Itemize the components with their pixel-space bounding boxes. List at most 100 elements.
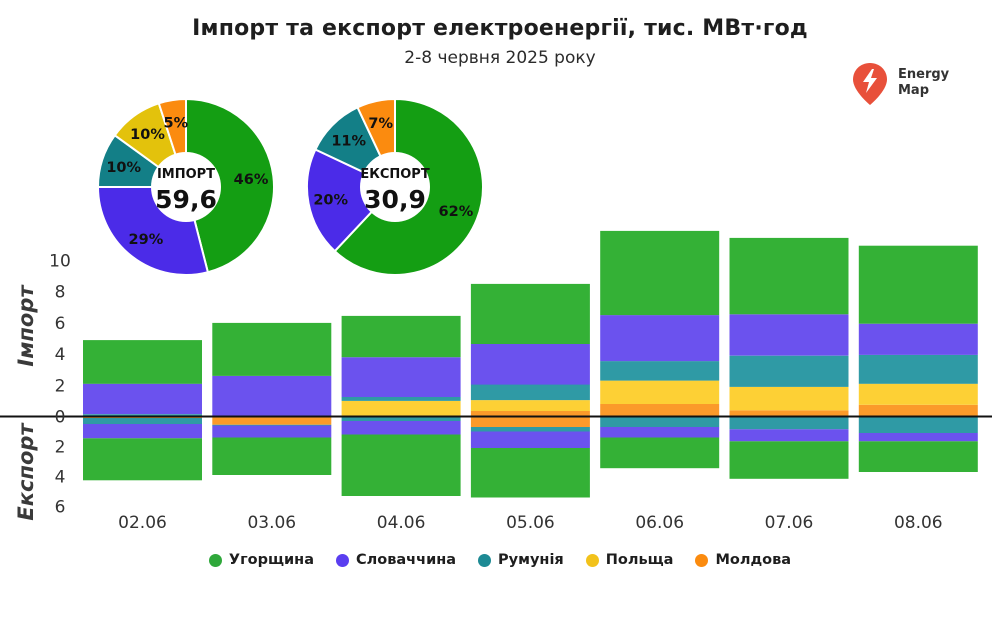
x-tick-label: 03.06 bbox=[247, 513, 296, 533]
pie-slice-label: 46% bbox=[234, 172, 269, 188]
import-bar-segment bbox=[729, 314, 849, 356]
legend-label: Словаччина bbox=[355, 552, 457, 568]
legend-swatch bbox=[208, 553, 222, 567]
export-bar-segment bbox=[83, 438, 202, 481]
export-bar-segment bbox=[212, 425, 332, 438]
energy-map-logo: Energy Map bbox=[852, 62, 962, 110]
chart-subtitle: 2-8 червня 2025 року bbox=[404, 48, 596, 68]
export-bar-segment bbox=[600, 427, 720, 438]
import-bar-segment bbox=[470, 384, 590, 401]
y-tick-label: 10 bbox=[49, 252, 71, 272]
legend-swatch bbox=[478, 553, 492, 567]
x-tick-label: 08.06 bbox=[894, 513, 943, 533]
y-tick-label: 0 bbox=[55, 408, 66, 428]
pie-center-value: 59,6 bbox=[155, 185, 217, 214]
x-tick-label: 04.06 bbox=[377, 513, 426, 533]
import-bar-segment bbox=[729, 386, 849, 411]
export-bar-segment bbox=[212, 416, 332, 425]
stacked-bars bbox=[83, 230, 978, 498]
import-bar-segment bbox=[212, 322, 332, 376]
pie-center-hole bbox=[360, 152, 430, 222]
export-bar-segment bbox=[858, 416, 978, 433]
export-bar-segment bbox=[729, 441, 849, 479]
import-bar-segment bbox=[858, 404, 978, 417]
import-bar-segment bbox=[470, 400, 590, 411]
y-tick-label: 6 bbox=[55, 498, 66, 518]
import-bar-segment bbox=[858, 245, 978, 324]
legend-label: Молдова bbox=[715, 552, 792, 568]
import-bar-segment bbox=[341, 315, 461, 358]
import-bar-segment bbox=[341, 400, 461, 416]
export-bar-segment bbox=[212, 437, 332, 475]
y-tick-label: 4 bbox=[55, 345, 66, 365]
y-axis-label-export: Експорт bbox=[14, 422, 38, 521]
legend-item: Румунія bbox=[478, 552, 564, 568]
export-bar-segment bbox=[858, 433, 978, 442]
legend-item: Словаччина bbox=[335, 552, 457, 568]
x-tick-label: 07.06 bbox=[765, 513, 814, 533]
import-bar-segment bbox=[858, 323, 978, 355]
export-bar-segment bbox=[341, 416, 461, 421]
import-bar-segment bbox=[600, 361, 720, 381]
y-axis-label-import: Імпорт bbox=[14, 284, 38, 367]
import-bar-segment bbox=[341, 357, 461, 397]
export-bar-segment bbox=[729, 429, 849, 442]
pie-slice-label: 7% bbox=[368, 116, 393, 132]
legend-label: Румунія bbox=[498, 552, 564, 568]
export-bar-segment bbox=[212, 424, 332, 426]
import-bar-segment bbox=[83, 340, 202, 384]
legend-swatch bbox=[695, 553, 709, 567]
x-tick-label: 06.06 bbox=[635, 513, 684, 533]
legend-label: Польща bbox=[605, 552, 674, 568]
export-bar-segment bbox=[600, 437, 720, 469]
pie-center-label: ІМПОРТ bbox=[157, 167, 215, 182]
pie-slice bbox=[185, 97, 276, 274]
import-bar-segment bbox=[600, 230, 720, 316]
y-tick-label: 4 bbox=[55, 468, 66, 488]
legend-item: Польща bbox=[585, 552, 674, 568]
export-bar-segment bbox=[470, 427, 590, 432]
import-bar-segment bbox=[83, 383, 202, 415]
x-tick-label: 05.06 bbox=[506, 513, 555, 533]
import-bar-segment bbox=[729, 410, 849, 417]
import-bar-segment bbox=[858, 354, 978, 384]
chart-title: Імпорт та експорт електроенергії, тис. М… bbox=[192, 16, 808, 41]
pie-slice-label: 29% bbox=[129, 232, 164, 248]
export-bar-segment bbox=[470, 416, 590, 427]
import-bar-segment bbox=[341, 397, 461, 401]
export-bar-segment bbox=[470, 431, 590, 448]
y-tick-label: 6 bbox=[55, 314, 66, 334]
legend-swatch bbox=[585, 553, 599, 567]
pie-slice bbox=[306, 148, 397, 253]
import-bar-segment bbox=[212, 375, 332, 417]
pie-center-label: ЕКСПОРТ bbox=[360, 167, 430, 182]
y-tick-label: 2 bbox=[55, 376, 66, 396]
import-bar-segment bbox=[470, 283, 590, 344]
pie-center-value: 30,9 bbox=[364, 185, 426, 214]
import-bar-segment bbox=[600, 315, 720, 362]
import-bar-segment bbox=[858, 383, 978, 405]
import-bar-segment bbox=[600, 380, 720, 404]
pie-center-hole bbox=[151, 152, 221, 222]
pie-slice-label: 62% bbox=[439, 204, 474, 220]
export-bar-segment bbox=[83, 424, 202, 439]
legend-item: Молдова bbox=[695, 552, 791, 568]
import-bar-segment bbox=[83, 414, 202, 417]
y-tick-label: 8 bbox=[55, 283, 66, 303]
logo-line1: Energy bbox=[898, 67, 950, 82]
pie-slice-label: 10% bbox=[106, 160, 141, 176]
import-bar-segment bbox=[600, 404, 720, 417]
pie-slice-label: 10% bbox=[130, 127, 165, 143]
legend-item: Угорщина bbox=[208, 552, 314, 568]
legend-label: Угорщина bbox=[228, 552, 314, 568]
legend: Угорщина Словаччина Румунія Польща Молдова bbox=[0, 552, 1000, 568]
import-bar-segment bbox=[729, 355, 849, 387]
import-bar-segment bbox=[729, 237, 849, 315]
logo-text: Energy Map bbox=[898, 67, 949, 99]
pie-chart-export: 62% 20% 11%7% ЕКСПОРТ 30,9 bbox=[306, 97, 484, 276]
export-bar-segment bbox=[341, 421, 461, 435]
pie-slice-label: 20% bbox=[313, 192, 348, 208]
legend-swatch bbox=[335, 553, 349, 567]
